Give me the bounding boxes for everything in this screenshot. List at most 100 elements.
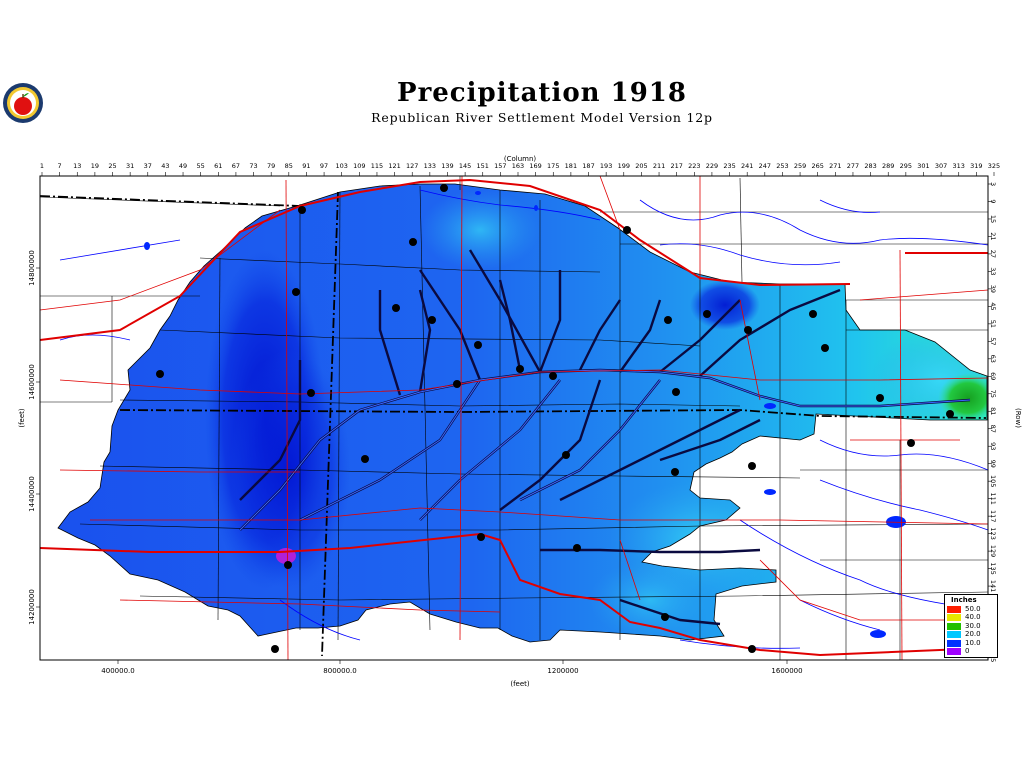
station-dot (549, 372, 557, 380)
column-tick-label: 1 (40, 162, 44, 170)
column-tick-label: 223 (688, 162, 700, 170)
easting-axis-title: (feet) (510, 680, 530, 688)
station-dot (573, 544, 581, 552)
legend-swatch (947, 606, 961, 613)
column-tick-label: 67 (232, 162, 240, 170)
column-tick-label: 121 (388, 162, 400, 170)
station-dot (876, 394, 884, 402)
column-tick-label: 61 (214, 162, 222, 170)
row-tick-label: 3 (989, 182, 997, 186)
legend-swatch (947, 648, 961, 655)
legend-label: 30.0 (965, 621, 981, 630)
map-subtitle: Republican River Settlement Model Versio… (371, 110, 713, 125)
legend-entry: 0 (947, 647, 995, 656)
row-tick-label: 87 (989, 425, 997, 433)
row-tick-label: 99 (989, 460, 997, 468)
row-tick-label: 141 (989, 580, 997, 592)
column-tick-label: 43 (161, 162, 169, 170)
column-tick-label: 307 (935, 162, 947, 170)
column-tick-label: 319 (970, 162, 982, 170)
northing-axis-title: (feet) (18, 408, 26, 428)
station-dot (428, 316, 436, 324)
column-tick-label: 181 (565, 162, 577, 170)
row-tick-label: 15 (989, 215, 997, 223)
northing-tick-label: 14800000 (28, 250, 36, 286)
legend-label: 20.0 (965, 630, 981, 639)
column-tick-label: 199 (618, 162, 630, 170)
station-dot (748, 462, 756, 470)
station-dot (474, 341, 482, 349)
column-tick-label: 49 (179, 162, 187, 170)
column-tick-label: 187 (582, 162, 594, 170)
column-tick-label: 217 (670, 162, 682, 170)
weather-stations (156, 184, 954, 653)
legend-swatch (947, 631, 961, 639)
legend-entry: 50.0 (947, 605, 995, 614)
station-dot (307, 389, 315, 397)
station-dot (703, 310, 711, 318)
northing-tick-label: 14600000 (28, 364, 36, 400)
station-dot (744, 326, 752, 334)
column-tick-label: 283 (864, 162, 876, 170)
column-tick-label: 7 (58, 162, 62, 170)
row-tick-label: 45 (989, 302, 997, 310)
station-dot (809, 310, 817, 318)
row-tick-label: 111 (989, 492, 997, 504)
station-dot (671, 468, 679, 476)
station-dot (661, 613, 669, 621)
row-tick-label: 123 (989, 527, 997, 539)
station-dot (409, 238, 417, 246)
column-tick-label: 211 (653, 162, 665, 170)
map-frame (39, 175, 989, 661)
station-dot (821, 344, 829, 352)
station-dot (748, 645, 756, 653)
row-tick-label: 135 (989, 562, 997, 574)
station-dot (477, 533, 485, 541)
column-axis-title: (Column) (504, 155, 537, 163)
row-ticks: 3915212733394551576369758187939910511111… (988, 182, 997, 662)
column-tick-label: 127 (406, 162, 418, 170)
row-tick-label: 117 (989, 510, 997, 522)
station-dot (664, 316, 672, 324)
column-tick-label: 247 (759, 162, 771, 170)
row-tick-label: 81 (989, 407, 997, 415)
column-tick-label: 295 (900, 162, 912, 170)
column-tick-label: 277 (847, 162, 859, 170)
column-tick-label: 139 (441, 162, 453, 170)
station-dot (516, 365, 524, 373)
streams (59, 189, 989, 649)
column-tick-label: 259 (794, 162, 806, 170)
stream-channels-inner (239, 369, 971, 531)
row-tick-label: 69 (989, 372, 997, 380)
station-dot (440, 184, 448, 192)
apple-logo-icon (3, 83, 43, 123)
station-dot (292, 288, 300, 296)
column-tick-label: 229 (706, 162, 718, 170)
row-tick-label: 75 (989, 390, 997, 398)
legend-title: Inches (951, 596, 977, 604)
station-dot (672, 388, 680, 396)
column-tick-label: 97 (320, 162, 328, 170)
column-tick-label: 313 (953, 162, 965, 170)
northing-ticks: 14800000 14600000 14400000 14200000 (28, 250, 40, 625)
column-tick-label: 265 (811, 162, 823, 170)
row-tick-label: 39 (989, 285, 997, 293)
station-dot (156, 370, 164, 378)
legend-label: 0 (965, 647, 970, 655)
station-dot (453, 380, 461, 388)
column-tick-label: 73 (249, 162, 257, 170)
legend-entry: 10.0 (947, 639, 995, 648)
column-tick-label: 85 (285, 162, 293, 170)
column-tick-label: 175 (547, 162, 559, 170)
column-tick-label: 163 (512, 162, 524, 170)
roads (39, 175, 989, 661)
column-tick-label: 241 (741, 162, 753, 170)
column-tick-label: 109 (353, 162, 365, 170)
legend: Inches 50.0 40.0 30.0 20.0 10.0 0 (944, 594, 998, 658)
column-tick-label: 271 (829, 162, 841, 170)
legend-swatch (947, 614, 961, 622)
legend-entry: 30.0 (947, 622, 995, 631)
row-tick-label: 93 (989, 442, 997, 450)
easting-tick-label: 1200000 (547, 667, 578, 675)
easting-ticks: 400000.0 800000.0 1200000 1600000 (101, 660, 803, 675)
